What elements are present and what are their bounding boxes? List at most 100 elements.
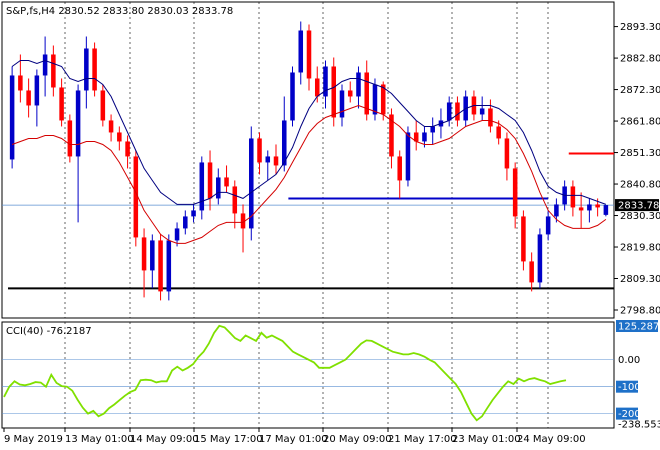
price-tick-label: 2809.30 bbox=[620, 274, 660, 285]
candle-body bbox=[141, 237, 147, 271]
time-tick-label: 9 May 2019 bbox=[4, 434, 63, 445]
candle-body bbox=[587, 204, 592, 211]
candle-body bbox=[290, 72, 295, 121]
time-tick-label: 15 May 17:00 bbox=[194, 434, 263, 445]
candle-body bbox=[306, 30, 312, 79]
candle-body bbox=[150, 240, 155, 271]
candle-body bbox=[413, 132, 419, 142]
candle-body bbox=[389, 114, 394, 157]
cci-plot-frame bbox=[1, 321, 615, 429]
time-tick-label: 24 May 09:00 bbox=[517, 434, 586, 445]
candle-body bbox=[504, 138, 510, 169]
candle-body bbox=[191, 210, 196, 217]
candle-body bbox=[405, 132, 411, 181]
candle-body bbox=[488, 108, 493, 127]
candle-body bbox=[100, 90, 106, 121]
candle-body bbox=[281, 120, 287, 166]
candle-body bbox=[18, 75, 23, 91]
candle-body bbox=[455, 102, 460, 121]
candle-body bbox=[554, 204, 559, 217]
time-tick-label: 14 May 09:00 bbox=[130, 434, 199, 445]
candle-body bbox=[183, 216, 188, 229]
candle-body bbox=[158, 240, 163, 292]
price-axis: 2893.30 2882.80 2872.30 2861.80 2851.30 2840.… bbox=[614, 22, 660, 317]
ma-slow-line bbox=[11, 59, 607, 205]
price-tick-label: 2819.80 bbox=[620, 243, 660, 254]
time-tick-label: 20 May 09:00 bbox=[323, 434, 392, 445]
candle-body bbox=[207, 162, 213, 199]
candle-body bbox=[125, 141, 130, 157]
cci-line bbox=[3, 324, 567, 422]
candle-body bbox=[51, 54, 56, 88]
candle-body bbox=[108, 120, 114, 133]
candles bbox=[9, 21, 609, 301]
price-tick-label: 2830.30 bbox=[620, 211, 660, 222]
time-tick-label: 21 May 17:00 bbox=[388, 434, 457, 445]
cci-tick-box bbox=[616, 407, 638, 420]
main-header: S&P,fs,H4 2830.52 2833.80 2830.03 2833.7… bbox=[6, 6, 233, 17]
candle-body bbox=[9, 75, 15, 160]
candle-body bbox=[298, 30, 304, 73]
candle-body bbox=[26, 90, 31, 106]
cci-header: CCI(40) -76.2187 bbox=[6, 326, 92, 337]
price-tick-label: 2861.80 bbox=[620, 117, 660, 128]
cci-tick-box bbox=[616, 320, 658, 332]
cci-tick-label: -200 bbox=[618, 409, 641, 420]
candle-body bbox=[380, 84, 386, 115]
time-tick-label: 13 May 01:00 bbox=[65, 434, 134, 445]
candle-body bbox=[84, 48, 89, 91]
candle-body bbox=[273, 156, 279, 166]
cci-indicator bbox=[3, 324, 567, 422]
cci-tick-label: -100 bbox=[618, 382, 641, 393]
candle-body bbox=[537, 234, 543, 283]
candle-body bbox=[199, 162, 205, 211]
price-tick-label: 2893.30 bbox=[620, 22, 660, 33]
candle-body bbox=[133, 156, 139, 238]
cci-tick-box bbox=[616, 380, 638, 393]
price-tick-label: 2840.80 bbox=[620, 180, 660, 191]
candle-body bbox=[42, 54, 48, 76]
candle-body bbox=[372, 84, 378, 115]
candle-body bbox=[595, 204, 600, 208]
candle-body bbox=[92, 48, 97, 91]
time-tick-label: 23 May 01:00 bbox=[452, 434, 521, 445]
candle-body bbox=[496, 126, 501, 139]
candle-body bbox=[479, 108, 485, 115]
candle-body bbox=[265, 156, 271, 163]
time-tick-label: 17 May 01:00 bbox=[259, 434, 328, 445]
candle-body bbox=[166, 240, 172, 292]
cci-axis: 125.2871 0.00 -100 -200-238.5534 bbox=[616, 320, 660, 431]
candle-body bbox=[446, 102, 452, 121]
price-tick-label: 2882.80 bbox=[620, 54, 660, 65]
candle-body bbox=[216, 177, 221, 199]
candle-body bbox=[257, 138, 262, 163]
moving-averages bbox=[11, 59, 607, 244]
candle-body bbox=[232, 186, 238, 214]
cci-tick-label: 125.2871 bbox=[618, 322, 660, 333]
candle-body bbox=[249, 138, 254, 229]
candle-body bbox=[67, 120, 73, 157]
candle-body bbox=[323, 66, 328, 97]
candle-body bbox=[347, 90, 353, 97]
cci-tick-label: -238.5534 bbox=[618, 420, 660, 431]
candle-body bbox=[331, 66, 337, 118]
candle-body bbox=[529, 261, 534, 283]
candle-body bbox=[356, 72, 361, 97]
candle-body bbox=[34, 75, 40, 106]
last-price-tag bbox=[615, 199, 659, 212]
price-tick-label: 2851.30 bbox=[620, 148, 660, 159]
candle-body bbox=[75, 90, 81, 157]
candle-body bbox=[570, 186, 576, 208]
candle-body bbox=[430, 126, 435, 133]
price-levels bbox=[8, 152, 614, 290]
candle-body bbox=[512, 168, 518, 217]
price-tick-label: 2798.80 bbox=[620, 306, 660, 317]
candle-body bbox=[521, 216, 526, 262]
candle-body bbox=[240, 213, 246, 229]
candle-body bbox=[545, 216, 551, 235]
candle-body bbox=[314, 78, 320, 97]
last-price-tag-label: 2833.78 bbox=[618, 201, 659, 212]
cci-tick-label: 0.00 bbox=[618, 355, 640, 366]
